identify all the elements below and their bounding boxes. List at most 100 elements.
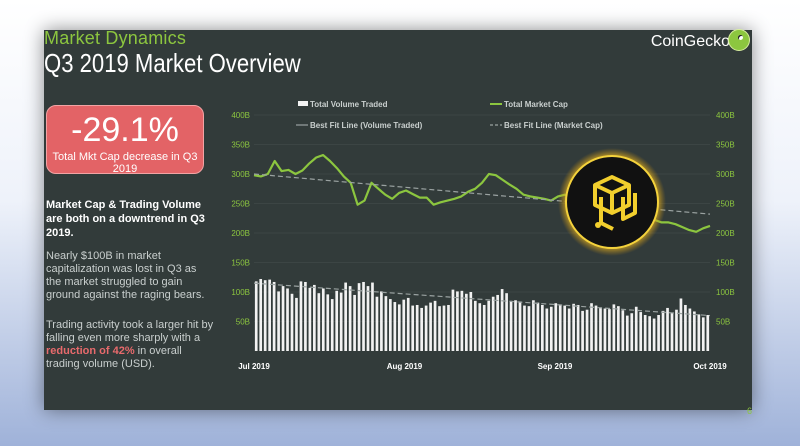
volume-bar — [415, 304, 419, 351]
volume-bar — [505, 293, 508, 351]
volume-bar — [321, 288, 325, 351]
slide-title: Q3 2019 Market Overview — [44, 48, 301, 78]
volume-bar — [567, 308, 571, 351]
volume-bar — [558, 304, 562, 351]
y-tick-label-left: 100B — [231, 288, 250, 297]
volume-bar — [670, 312, 674, 351]
volume-bar — [701, 317, 705, 351]
volume-bar — [254, 281, 258, 351]
volume-bar — [290, 293, 294, 351]
volume-bar — [259, 279, 263, 351]
volume-bar — [433, 300, 437, 351]
volume-bar — [590, 303, 593, 351]
volume-bar — [353, 294, 356, 351]
slide-subtitle: Market Dynamics — [44, 28, 187, 48]
market-cap-fit-line — [253, 173, 711, 215]
volume-bar — [317, 293, 321, 351]
volume-fit-line — [253, 282, 711, 317]
volume-bar — [313, 284, 316, 351]
volume-bar — [643, 315, 647, 351]
y-tick-label-left: 300B — [231, 170, 250, 179]
volume-bar — [344, 282, 347, 351]
volume-bar — [272, 281, 276, 351]
volume-bar — [366, 286, 370, 351]
summary-paragraph-1: Nearly $100B in market capitalization wa… — [46, 250, 205, 301]
volume-bar — [469, 292, 473, 351]
volume-bar — [621, 310, 625, 351]
volume-bar — [299, 281, 303, 351]
legend-label: Best Fit Line (Volume Traded) — [310, 121, 423, 130]
volume-bar — [599, 307, 602, 351]
volume-bar — [576, 304, 580, 351]
volume-bar — [675, 309, 678, 351]
volume-bar — [371, 282, 374, 351]
volume-bar — [339, 292, 343, 351]
y-tick-label-left: 50B — [236, 318, 250, 327]
volume-bar — [541, 304, 544, 351]
page-number: 6 — [746, 406, 752, 416]
y-tick-label-left: 400B — [231, 111, 250, 120]
volume-bar — [263, 280, 267, 351]
y-tick-label-right: 100B — [716, 288, 735, 297]
volume-bar — [608, 309, 611, 351]
stat-value: -29.1% — [71, 111, 179, 149]
paragraph-text-before: Trading activity took a larger hit by fa… — [46, 319, 214, 344]
volume-bar — [438, 306, 441, 351]
volume-bar — [424, 305, 428, 351]
y-tick-label-right: 250B — [716, 200, 735, 209]
y-tick-label-left: 350B — [231, 141, 250, 150]
volume-bar — [630, 313, 634, 351]
volume-bar — [523, 305, 526, 351]
volume-bar — [500, 289, 504, 351]
volume-bar — [514, 300, 517, 351]
volume-bar — [634, 306, 638, 351]
legend-label: Total Volume Traded — [310, 100, 388, 109]
volume-bar — [594, 305, 598, 351]
highlight-reduction: reduction of 42% — [46, 345, 135, 357]
legend-label: Best Fit Line (Market Cap) — [504, 121, 603, 130]
volume-bar — [549, 306, 553, 351]
volume-bar — [648, 316, 651, 351]
volume-bar — [286, 288, 289, 351]
volume-bar — [482, 304, 486, 351]
volume-bar — [585, 309, 589, 351]
y-tick-label-right: 200B — [716, 229, 735, 238]
x-tick-label: Aug 2019 — [387, 362, 423, 371]
brand-name: CoinGecko — [650, 33, 730, 50]
volume-bar — [657, 315, 660, 351]
volume-bar — [684, 304, 687, 351]
volume-bar — [688, 308, 692, 351]
y-tick-label-right: 150B — [716, 259, 735, 268]
volume-bar — [357, 283, 361, 351]
legend-swatch-volume — [298, 101, 308, 106]
volume-bar — [335, 290, 339, 351]
volume-bar — [442, 305, 446, 351]
volume-bar — [281, 286, 285, 351]
volume-bar — [402, 299, 406, 351]
volume-bar — [625, 315, 629, 351]
volume-bar — [666, 307, 669, 351]
volume-bar — [460, 290, 464, 351]
volume-bar — [473, 300, 477, 351]
summary-paragraph-2: Trading activity took a larger hit by fa… — [46, 319, 214, 371]
volume-bar — [554, 303, 558, 351]
volume-bar — [652, 318, 656, 351]
volume-bar — [393, 302, 397, 351]
slide: Market Dynamics Q3 2019 Market Overview … — [44, 28, 752, 416]
volume-bar — [581, 310, 584, 351]
volume-bar — [277, 291, 280, 351]
x-tick-label: Oct 2019 — [693, 362, 727, 371]
stat-caption: Total Mkt Cap decrease in Q3 2019 — [52, 151, 198, 175]
volume-bar — [447, 304, 450, 351]
volume-bar — [697, 314, 701, 351]
volume-bar — [268, 279, 271, 351]
volume-bar — [362, 281, 365, 351]
volume-bar — [693, 311, 696, 351]
y-tick-label-left: 250B — [231, 200, 250, 209]
volume-bar — [487, 300, 491, 351]
coingecko-gecko-icon — [728, 29, 750, 51]
x-tick-label: Sep 2019 — [538, 362, 573, 371]
volume-bar — [397, 304, 401, 351]
summary-headline: Market Cap & Trading Volume are both on … — [46, 199, 205, 239]
volume-bar — [603, 308, 607, 351]
